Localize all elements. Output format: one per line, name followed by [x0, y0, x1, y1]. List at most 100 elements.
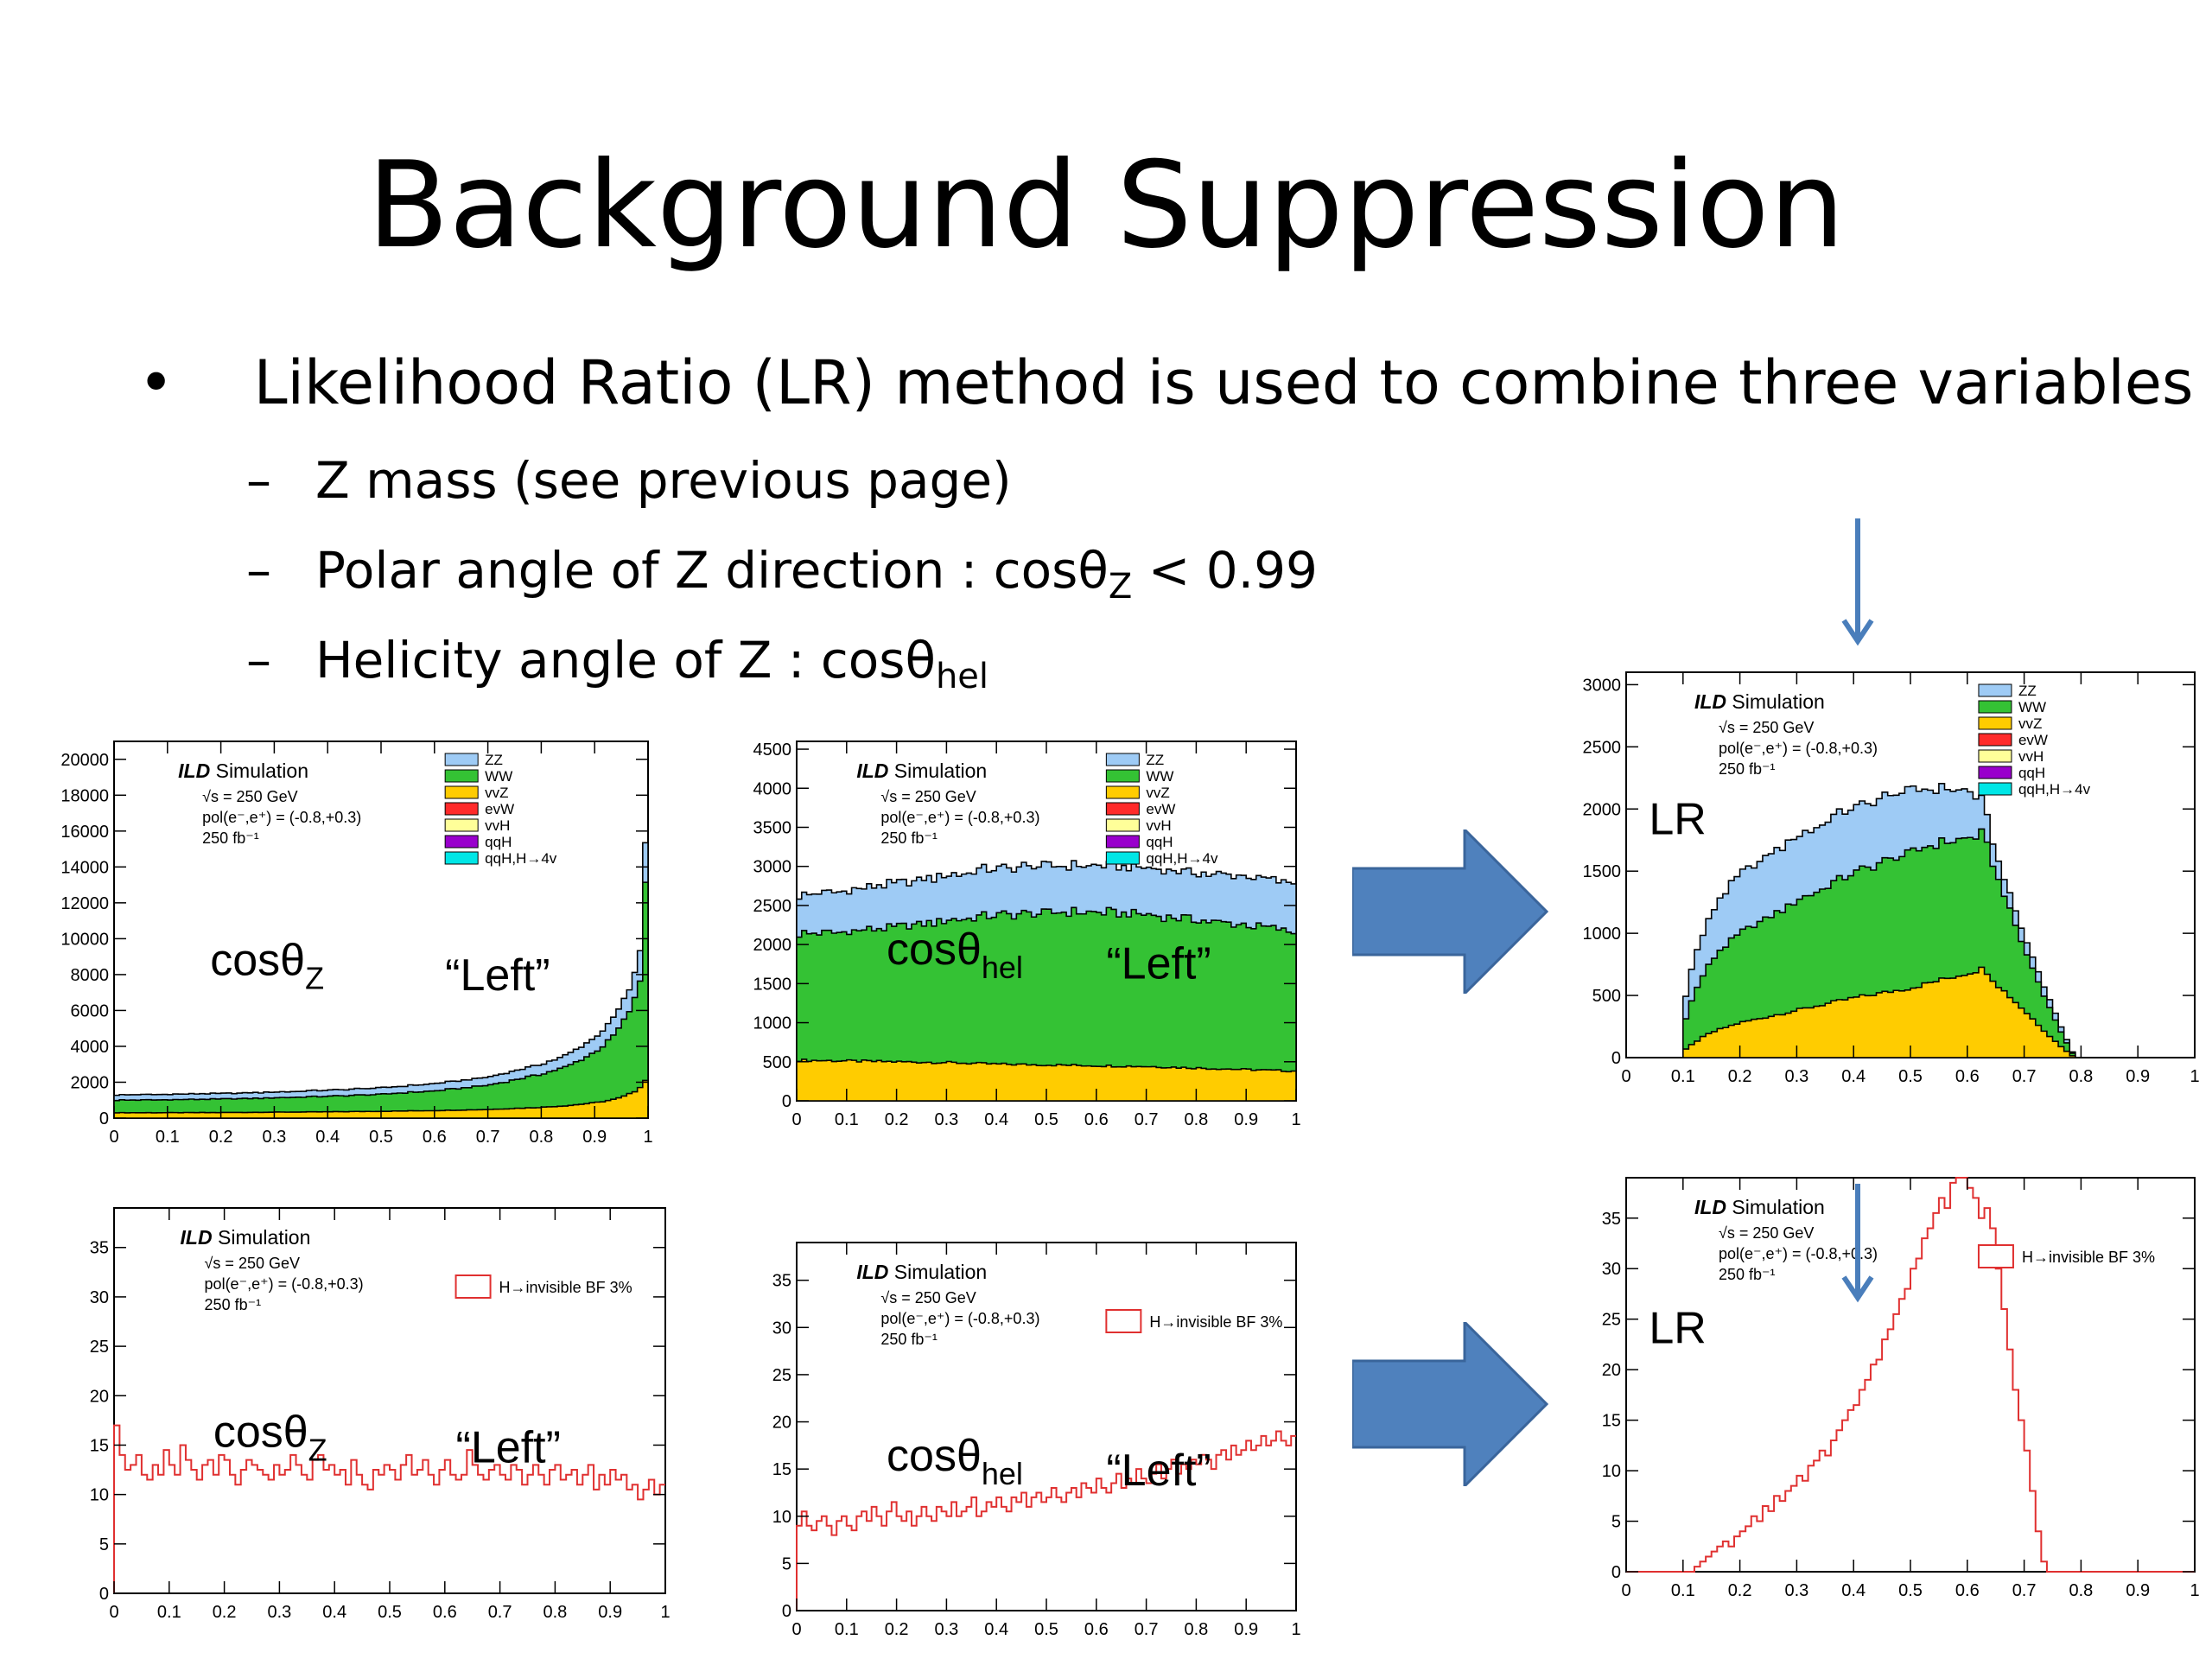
- legend-swatch: [1105, 818, 1140, 832]
- x-tick-label: 0.4: [322, 1603, 346, 1622]
- legend-swatch: [1978, 733, 2012, 747]
- x-tick-label: 0.9: [1234, 1620, 1258, 1639]
- x-tick-label: 0.7: [2012, 1067, 2037, 1086]
- x-tick-label: 0.2: [885, 1620, 909, 1639]
- x-tick-label: 0.1: [1671, 1067, 1695, 1086]
- legend-swatch: [1978, 716, 2012, 730]
- x-tick-label: 0.2: [209, 1128, 233, 1147]
- ild-label-bold: ILD: [178, 760, 210, 782]
- legend-swatch: [444, 851, 479, 865]
- info-line: √s = 250 GeV: [202, 788, 297, 805]
- legend-label: vvZ: [2018, 715, 2042, 732]
- legend-swatch: [444, 835, 479, 849]
- plot-frame: [113, 1207, 666, 1594]
- dash-3: –: [246, 631, 271, 690]
- signal-histogram: [1626, 1177, 2195, 1573]
- legend-label: qqH: [2018, 765, 2045, 781]
- y-tick-label: 15: [90, 1436, 109, 1455]
- y-tick-label: 10: [90, 1486, 109, 1505]
- x-tick-label: 0: [791, 1110, 801, 1129]
- legend-swatch: [1105, 802, 1140, 816]
- x-tick-label: 0.2: [1728, 1067, 1752, 1086]
- x-tick-label: 1: [1291, 1620, 1300, 1639]
- x-tick-label: 0.4: [984, 1110, 1008, 1129]
- info-line: pol(e⁻,e⁺) = (-0.8,+0.3): [1719, 740, 1878, 757]
- plot-frame: [796, 1242, 1297, 1611]
- legend-label: WW: [2018, 699, 2046, 715]
- variable-label: cosθZ: [210, 935, 324, 995]
- y-tick-label: 25: [772, 1366, 791, 1385]
- y-tick-label: 10: [772, 1508, 791, 1527]
- legend-label: vvH: [1146, 817, 1171, 834]
- ild-label-bold: ILD: [1694, 690, 1726, 713]
- plot-frame: [113, 741, 649, 1119]
- y-tick-label: 30: [1602, 1260, 1621, 1279]
- x-tick-label: 0.3: [934, 1110, 958, 1129]
- legend-label: evW: [1146, 801, 1175, 817]
- y-tick-label: 0: [1611, 1563, 1621, 1582]
- legend-swatch: [1978, 700, 2012, 714]
- legend-label-signal: H→invisible BF 3%: [1149, 1313, 1282, 1331]
- x-tick-label: 0.6: [1084, 1110, 1109, 1129]
- y-tick-label: 1000: [1583, 925, 1622, 944]
- x-tick-label: 0.7: [1135, 1110, 1159, 1129]
- polar-text: Polar angle of Z direction : cosθ: [315, 541, 1109, 600]
- legend-swatch: [1978, 766, 2012, 779]
- info-line: 250 fb⁻¹: [880, 830, 938, 847]
- x-tick-label: 0.4: [315, 1128, 340, 1147]
- helicity-sub: hel: [935, 657, 989, 696]
- y-tick-label: 0: [782, 1092, 791, 1111]
- y-tick-label: 10: [1602, 1462, 1621, 1481]
- left-polarization-label: “Left”: [1106, 939, 1211, 989]
- x-tick-label: 0.6: [1955, 1581, 1980, 1600]
- x-tick-label: 0.1: [835, 1620, 859, 1639]
- y-tick-label: 500: [1592, 987, 1621, 1006]
- right-arrow-bottom-shape: [1352, 1322, 1549, 1486]
- variable-label-main: cosθ: [210, 935, 305, 985]
- y-tick-label: 16000: [60, 823, 109, 842]
- y-tick-label: 500: [763, 1053, 791, 1072]
- polar-sub: Z: [1108, 567, 1133, 607]
- y-tick-label: 20000: [60, 751, 109, 770]
- x-tick-label: 0: [1621, 1581, 1630, 1600]
- variable-label-main: LR: [1649, 1304, 1706, 1354]
- x-tick-label: 0.5: [1898, 1067, 1923, 1086]
- x-tick-label: 0.9: [598, 1603, 622, 1622]
- x-tick-label: 0.4: [1841, 1581, 1866, 1600]
- y-tick-label: 35: [1602, 1210, 1621, 1229]
- x-tick-label: 0.3: [267, 1603, 291, 1622]
- x-tick-label: 0.8: [2069, 1581, 2093, 1600]
- info-line: 250 fb⁻¹: [202, 830, 259, 847]
- legend-label: ZZ: [2018, 683, 2037, 699]
- x-tick-label: 0.5: [378, 1603, 402, 1622]
- ild-label-rest: Simulation: [1726, 690, 1825, 713]
- variable-label-main: cosθ: [213, 1408, 308, 1458]
- legend-label: WW: [485, 768, 512, 785]
- legend-swatch: [444, 785, 479, 799]
- chart-coshel-background: 0 0.1 0.2 0.3 0.4 0.5 0.6 0.7 0.8 0.9 1 0 500 1000 150…: [753, 741, 1301, 1129]
- x-tick-label: 0.8: [543, 1603, 567, 1622]
- ild-label-rest: Simulation: [888, 1261, 987, 1283]
- legend-label: qqH: [1146, 834, 1173, 850]
- legend-swatch: [1978, 782, 2012, 796]
- legend-swatch: [444, 818, 479, 832]
- y-tick-label: 3000: [753, 858, 792, 877]
- x-tick-label: 0.1: [157, 1603, 181, 1622]
- dash-1: –: [246, 451, 271, 510]
- variable-label: LR: [1649, 794, 1706, 844]
- y-tick-label: 20: [90, 1387, 109, 1406]
- info-line: √s = 250 GeV: [880, 1289, 976, 1306]
- info-line: pol(e⁻,e⁺) = (-0.8,+0.3): [1719, 1245, 1878, 1262]
- y-tick-label: 18000: [60, 786, 109, 805]
- right-arrow-bottom: [1352, 1322, 1549, 1486]
- variable-label: cosθZ: [213, 1408, 327, 1468]
- info-line: √s = 250 GeV: [205, 1255, 300, 1272]
- x-tick-label: 0.3: [934, 1620, 958, 1639]
- x-tick-label: 0.1: [1671, 1581, 1695, 1600]
- legend-label: evW: [485, 801, 514, 817]
- ild-label-bold: ILD: [1694, 1196, 1726, 1218]
- series-WW: [113, 881, 649, 1119]
- ild-label-rest: Simulation: [888, 760, 987, 782]
- y-tick-label: 0: [99, 1585, 109, 1604]
- bullet-text: Likelihood Ratio (LR) method is used to …: [253, 347, 2194, 418]
